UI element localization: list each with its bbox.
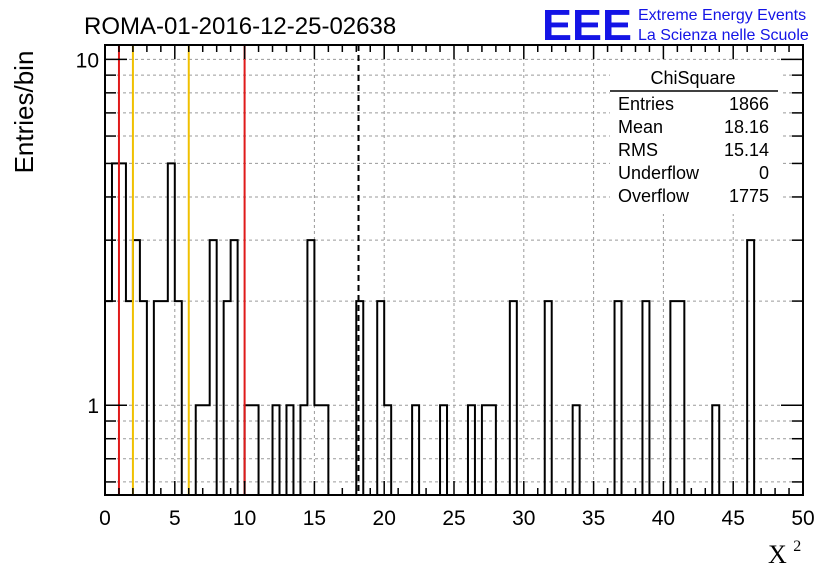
histogram-bar [231, 240, 238, 495]
grid-lines [105, 45, 803, 495]
x-tick-label: 20 [373, 507, 396, 530]
histogram-bar [105, 301, 112, 495]
histogram-bar [168, 163, 175, 495]
histogram-bar [747, 240, 754, 495]
histogram-bar [245, 405, 252, 495]
histogram-bar [482, 405, 489, 495]
logo-line-1: Extreme Energy Events [638, 7, 806, 24]
histogram-bar [412, 405, 419, 495]
histogram-bar [384, 405, 391, 495]
x-tick-label: 0 [99, 507, 111, 530]
histogram-bar [545, 301, 552, 495]
marker-lines [117, 45, 360, 495]
stats-row-label: Entries [618, 94, 674, 114]
x-tick-label: 5 [169, 507, 181, 530]
stats-row-value: 0 [759, 163, 769, 183]
histogram-bar [510, 301, 517, 495]
histogram-bar [712, 405, 719, 495]
x-tick-label: 15 [303, 507, 326, 530]
histogram-bar [468, 405, 475, 495]
stats-box-bg [610, 62, 782, 214]
y-tick-label: 1 [87, 395, 99, 418]
stats-row-label: Underflow [618, 163, 700, 183]
x-tick-label: 40 [652, 507, 675, 530]
histogram-bar [321, 405, 328, 495]
x-tick-label: 45 [722, 507, 745, 530]
histogram-bar [440, 405, 447, 495]
logo-mark: EEE [542, 1, 632, 50]
x-axis-label: X 2 [768, 538, 801, 569]
logo-line-2: La Scienza nelle Scuole [638, 27, 809, 44]
stats-row-value: 1775 [729, 186, 769, 206]
histogram-bar [119, 163, 126, 495]
histogram-bar [300, 405, 307, 495]
y-tick-label: 10 [76, 49, 99, 72]
stats-box: ChiSquare Entries 1866 Mean 18.16 RMS 15.14 Un… [610, 62, 782, 214]
x-axis-label-base: X [768, 540, 787, 569]
eee-logo: EEE Extreme Energy Events La Scienza nel… [542, 1, 809, 50]
histogram-bar [573, 405, 580, 495]
histogram-bar [677, 301, 684, 495]
stats-row-value: 18.16 [724, 117, 769, 137]
histogram-bar [252, 405, 259, 495]
histogram-bar [154, 301, 161, 495]
stats-row-label: Mean [618, 117, 663, 137]
histogram-bar [314, 405, 321, 495]
stats-rows: Entries 1866 Mean 18.16 RMS 15.14 Underflow 0 Ov… [618, 94, 769, 206]
x-tick-label: 10 [233, 507, 256, 530]
x-tick-label: 30 [512, 507, 535, 530]
histogram-bar [224, 301, 231, 495]
histogram-bar [307, 240, 314, 495]
stats-row-label: Overflow [618, 186, 690, 206]
histogram-bar [133, 240, 140, 495]
y-axis-ticks: 1 10 [76, 49, 803, 483]
x-axis-ticks: 0 5 10 15 20 25 30 35 40 45 50 [99, 45, 815, 530]
histogram-bar [196, 405, 203, 495]
histogram-bar [112, 163, 119, 495]
histogram-bar [203, 405, 210, 495]
histogram-bar [286, 405, 293, 495]
stats-row-value: 1866 [729, 94, 769, 114]
histogram-bar [161, 301, 168, 495]
run-title: ROMA-01-2016-12-25-02638 [84, 13, 396, 40]
histogram-bar [126, 301, 133, 495]
histogram-bar [642, 301, 649, 495]
histogram-bar [140, 301, 147, 495]
histogram-bar [377, 301, 384, 495]
x-tick-label: 35 [582, 507, 605, 530]
histogram-bar [670, 301, 677, 495]
stats-row-label: RMS [618, 140, 658, 160]
histogram-bar [273, 405, 280, 495]
histogram-bar [356, 301, 363, 495]
histogram-bar [489, 405, 496, 495]
x-axis-label-superscript: 2 [793, 538, 801, 555]
x-tick-label: 25 [442, 507, 465, 530]
stats-name: ChiSquare [650, 68, 735, 88]
histogram-bar [615, 301, 622, 495]
histogram-bar [210, 240, 217, 495]
histogram-bar [175, 301, 182, 495]
stats-row-value: 15.14 [724, 140, 769, 160]
y-axis-label: Entries/bin [9, 51, 39, 174]
x-tick-label: 50 [791, 507, 814, 530]
